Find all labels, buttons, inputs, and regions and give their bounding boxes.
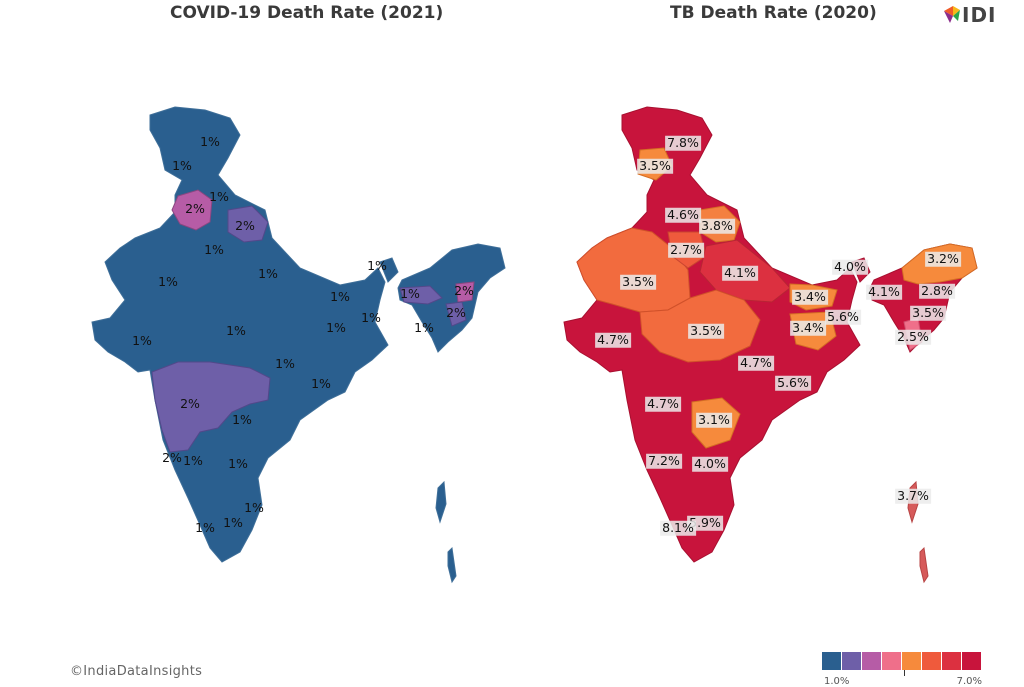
covid-region-label: 1%	[367, 257, 387, 273]
tb-region-label: 3.5%	[620, 273, 656, 290]
covid-region-label: 1%	[204, 241, 224, 257]
covid-region-label: 1%	[132, 332, 152, 348]
idi-logo: IDI	[942, 3, 997, 29]
tb-region-label: 7.2%	[646, 452, 682, 469]
legend-min-label: 1.0%	[824, 676, 850, 687]
tb-region-label: 3.8%	[699, 217, 735, 234]
covid-region-label: 1%	[275, 355, 295, 371]
covid-map-uttarakhand	[227, 205, 269, 243]
tb-region-label: 3.5%	[688, 322, 724, 339]
tb-region-label: 2.5%	[895, 328, 931, 345]
legend-swatch	[822, 652, 841, 670]
logo-text: IDI	[962, 3, 997, 27]
legend-tick	[904, 670, 905, 676]
legend-swatch	[842, 652, 861, 670]
tb-region-label: 4.7%	[738, 354, 774, 371]
tb-region-label: 4.0%	[692, 455, 728, 472]
tb-region-label: 8.1%	[660, 519, 696, 536]
tb-region-label: 4.6%	[665, 206, 701, 223]
tb-region-label: 7.8%	[665, 134, 701, 151]
tb-region-label: 2.7%	[668, 241, 704, 258]
tb-region-label: 3.5%	[910, 304, 946, 321]
covid-region-label: 1%	[232, 411, 252, 427]
tb-region-label: 3.4%	[792, 288, 828, 305]
covid-map-manipur	[455, 281, 475, 303]
legend-max-label: 7.0%	[956, 676, 982, 687]
covid-region-label: 2%	[454, 282, 474, 298]
covid-region-label: 1%	[400, 285, 420, 301]
tb-region-label: 3.4%	[790, 319, 826, 336]
tb-region-label: 5.9%	[687, 514, 723, 531]
covid-region-label: 1%	[158, 273, 178, 289]
covid-region-label: 1%	[414, 319, 434, 335]
covid-region-label: 2%	[162, 449, 182, 465]
tb-map-islands	[907, 480, 929, 584]
tb-region-label: 2.8%	[919, 282, 955, 299]
tb-region-label: 3.5%	[637, 157, 673, 174]
tb-region-label: 4.1%	[722, 264, 758, 281]
covid-region-label: 1%	[228, 455, 248, 471]
covid-map-maharashtra	[151, 361, 271, 453]
covid-region-label: 1%	[361, 309, 381, 325]
covid-region-label: 2%	[180, 395, 200, 411]
legend-swatch	[942, 652, 961, 670]
tb-region-label: 3.2%	[925, 250, 961, 267]
covid-region-label: 1%	[223, 514, 243, 530]
covid-region-label: 1%	[326, 319, 346, 335]
covid-map-india-mainland	[91, 106, 389, 563]
tb-region-label: 3.1%	[696, 411, 732, 428]
legend-swatch	[902, 652, 921, 670]
covid-region-label: 1%	[311, 375, 331, 391]
tb-region-label: 3.7%	[895, 487, 931, 504]
covid-map-islands	[435, 480, 457, 584]
covid-region-label: 2%	[185, 200, 205, 216]
tb-region-label: 4.7%	[595, 331, 631, 348]
logo-mark-icon	[944, 6, 960, 23]
tb-region-label: 5.6%	[825, 308, 861, 325]
covid-region-label: 1%	[244, 499, 264, 515]
covid-region-label: 2%	[235, 217, 255, 233]
covid-region-label: 1%	[172, 157, 192, 173]
legend-swatch	[922, 652, 941, 670]
covid-region-label: 1%	[226, 322, 246, 338]
covid-region-label: 1%	[195, 519, 215, 535]
covid-region-label: 1%	[209, 188, 229, 204]
tb-region-label: 4.0%	[832, 258, 868, 275]
covid-region-label: 1%	[258, 265, 278, 281]
copyright-footer: ©IndiaDataInsights	[70, 664, 203, 679]
tb-region-label: 4.1%	[866, 283, 902, 300]
covid-map-punjab	[171, 189, 213, 231]
tb-region-label: 4.7%	[645, 395, 681, 412]
covid-region-label: 1%	[200, 133, 220, 149]
legend-swatch	[862, 652, 881, 670]
covid-map-meghalaya	[399, 285, 443, 305]
legend-swatch	[882, 652, 901, 670]
legend-swatch	[962, 652, 981, 670]
covid-region-label: 2%	[446, 304, 466, 320]
covid-region-label: 1%	[183, 452, 203, 468]
tb-region-label: 5.6%	[775, 374, 811, 391]
covid-region-label: 1%	[330, 288, 350, 304]
covid-map-mizoram	[445, 301, 467, 327]
tb-title: TB Death Rate (2020)	[670, 3, 877, 23]
color-legend: 1.0% 7.0%	[822, 652, 982, 687]
covid-title: COVID-19 Death Rate (2021)	[170, 3, 444, 23]
